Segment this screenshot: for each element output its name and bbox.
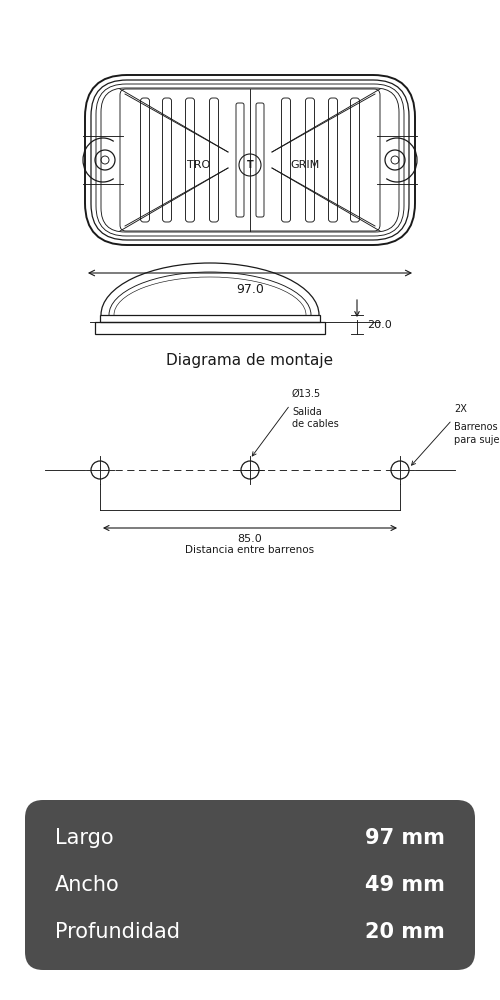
- Text: 2X: 2X: [454, 404, 467, 414]
- Text: Largo: Largo: [55, 828, 114, 848]
- Text: Barrenos
para sujeción: Barrenos para sujeción: [454, 422, 500, 445]
- Text: Salida
de cables: Salida de cables: [292, 407, 339, 429]
- Text: 97 mm: 97 mm: [365, 828, 445, 848]
- Text: Profundidad: Profundidad: [55, 922, 180, 942]
- Text: Ancho: Ancho: [55, 875, 120, 895]
- Text: GRIM: GRIM: [290, 160, 320, 170]
- Bar: [95, 322, 325, 334]
- Text: Ø13.5: Ø13.5: [292, 389, 321, 399]
- Text: Diagrama de montaje: Diagrama de montaje: [166, 353, 334, 367]
- FancyBboxPatch shape: [25, 800, 475, 970]
- Text: 20 mm: 20 mm: [365, 922, 445, 942]
- Text: 20.0: 20.0: [367, 320, 392, 330]
- Text: 97.0: 97.0: [236, 283, 264, 296]
- Bar: [100, 315, 320, 322]
- Text: 85.0: 85.0: [238, 534, 262, 544]
- Text: Distancia entre barrenos: Distancia entre barrenos: [186, 545, 314, 555]
- Text: TRO: TRO: [187, 160, 210, 170]
- Text: T: T: [246, 160, 254, 170]
- Text: 49 mm: 49 mm: [365, 875, 445, 895]
